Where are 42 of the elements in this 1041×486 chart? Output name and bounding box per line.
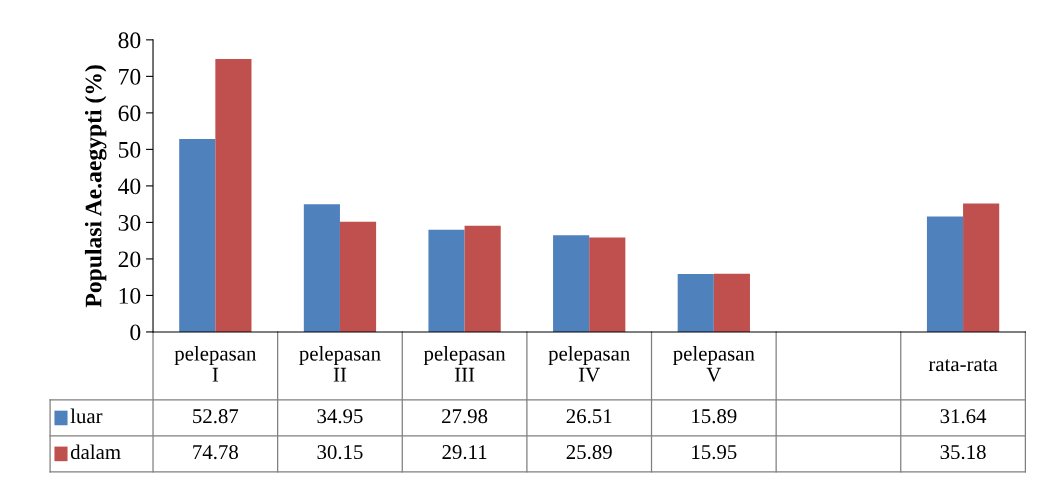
y-tick-label: 10 (119, 287, 141, 304)
y-tick-label: 30 (118, 214, 141, 231)
data-label: 25.89 (566, 445, 612, 460)
x-tick-label: pelepasan I (174, 345, 257, 382)
x-tick-label: pelepasan IV (548, 345, 630, 382)
data-label: 29.11 (442, 445, 487, 460)
bar (713, 273, 750, 332)
legend-label: luar (70, 408, 103, 424)
x-tick-label: rata-rata (928, 359, 998, 372)
bar (553, 235, 590, 332)
y-tick-label: 20 (118, 251, 141, 268)
data-label: 27.98 (442, 409, 488, 424)
data-label: 52.87 (193, 409, 239, 424)
data-label: 35.18 (940, 445, 986, 460)
x-tick-label: pelepasan II (299, 345, 381, 382)
data-label: 34.95 (317, 409, 363, 424)
y-axis-title: Populasi Ae.aegypti (%) (84, 65, 107, 308)
y-tick-label: 60 (118, 105, 141, 122)
data-label: 30.15 (317, 445, 363, 460)
data-label: 15.95 (692, 445, 737, 460)
data-label: 26.51 (566, 409, 612, 424)
bar (963, 203, 1000, 332)
data-label: 15.89 (692, 409, 737, 424)
legend-label: dalam (70, 444, 121, 460)
x-tick-label: pelepasan V (673, 345, 755, 382)
bar (303, 204, 340, 332)
bar (926, 216, 964, 332)
bar (339, 221, 377, 332)
bar (215, 58, 252, 332)
y-tick-label: 50 (118, 141, 141, 158)
y-tick-label: 80 (118, 32, 141, 49)
bar (179, 138, 216, 332)
bar (428, 229, 465, 332)
data-label: 31.64 (940, 409, 987, 424)
bar (464, 225, 501, 332)
y-tick-label: 70 (119, 68, 141, 85)
bar (589, 237, 626, 332)
y-tick-label: 0 (130, 324, 141, 341)
bar (677, 273, 714, 332)
x-tick-label: pelepasan III (423, 345, 506, 382)
y-tick-label: 40 (118, 178, 141, 195)
data-label: 74.78 (193, 445, 238, 460)
